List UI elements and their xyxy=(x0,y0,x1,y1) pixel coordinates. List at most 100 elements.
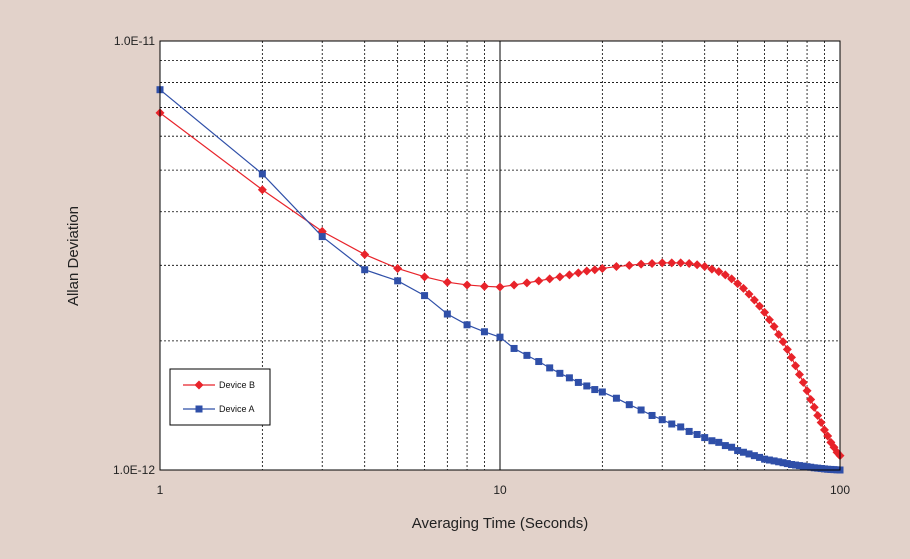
x-tick-label: 1 xyxy=(157,483,164,497)
data-point-device-b xyxy=(794,369,804,379)
data-point-device-b xyxy=(791,361,801,371)
data-point-device-b xyxy=(707,264,717,274)
data-point-device-b xyxy=(624,260,634,270)
data-point-device-a xyxy=(745,450,753,458)
data-point-device-b xyxy=(495,282,505,292)
data-point-device-a xyxy=(463,321,471,329)
data-point-device-a xyxy=(693,430,701,438)
data-point-device-a xyxy=(258,170,266,178)
data-point-device-b xyxy=(667,258,677,268)
grid-lines xyxy=(160,41,840,470)
data-point-device-b xyxy=(720,270,730,280)
data-point-device-a xyxy=(535,358,543,366)
data-point-device-b xyxy=(522,278,532,288)
data-point-device-a xyxy=(443,310,451,318)
data-point-device-a xyxy=(708,437,716,445)
data-point-device-a xyxy=(685,427,693,435)
data-point-device-a xyxy=(761,455,769,463)
data-point-device-b xyxy=(684,258,694,268)
data-point-device-a xyxy=(807,463,815,471)
data-point-device-a xyxy=(574,378,582,386)
data-point-device-a xyxy=(799,462,807,470)
data-point-device-a xyxy=(677,423,685,431)
data-point-device-b xyxy=(442,277,452,287)
data-point-device-b xyxy=(819,425,829,435)
data-point-device-a xyxy=(765,456,773,464)
data-point-device-a xyxy=(523,351,531,359)
data-point-device-b xyxy=(782,344,792,354)
data-point-device-b xyxy=(564,270,574,280)
legend-marker-device-b xyxy=(194,380,204,390)
plot-border xyxy=(159,40,841,471)
data-point-device-a xyxy=(787,460,795,468)
y-tick-label: 1.0E-12 xyxy=(113,463,155,477)
data-point-device-a xyxy=(565,374,573,382)
data-point-device-b xyxy=(727,274,737,284)
data-point-device-a xyxy=(803,463,811,471)
data-point-device-a xyxy=(648,411,656,419)
data-point-device-b xyxy=(636,259,646,269)
data-point-device-a xyxy=(361,266,369,274)
data-point-device-a xyxy=(750,452,758,460)
data-point-device-a xyxy=(556,369,564,377)
data-point-device-a xyxy=(795,462,803,470)
data-point-device-b xyxy=(573,268,583,278)
data-point-device-a xyxy=(770,457,778,465)
data-point-device-a xyxy=(637,406,645,414)
data-point-device-a xyxy=(625,401,633,409)
data-point-device-b xyxy=(597,263,607,273)
data-point-device-b xyxy=(769,322,779,332)
data-point-device-b xyxy=(479,281,489,291)
data-point-device-b xyxy=(611,262,621,272)
data-point-device-b xyxy=(786,352,796,362)
data-point-device-a xyxy=(701,434,709,442)
y-axis-title: Allan Deviation xyxy=(65,206,82,306)
data-point-device-b xyxy=(700,262,710,272)
data-point-device-b xyxy=(733,279,743,289)
data-point-device-b xyxy=(676,258,686,268)
data-point-device-a xyxy=(612,394,620,402)
data-point-device-b xyxy=(798,377,808,387)
data-point-device-a xyxy=(728,443,736,451)
data-point-device-b xyxy=(545,274,555,284)
data-point-device-a xyxy=(792,461,800,469)
data-point-device-a xyxy=(598,388,606,396)
data-point-device-b xyxy=(755,301,765,311)
data-point-device-b xyxy=(582,266,592,276)
data-point-device-b xyxy=(360,249,370,259)
data-point-device-b xyxy=(534,276,544,286)
legend-marker-device-a xyxy=(195,405,203,413)
data-point-device-b xyxy=(590,265,600,275)
data-point-device-b xyxy=(744,289,754,299)
data-point-device-b xyxy=(714,267,724,277)
data-point-device-b xyxy=(657,258,667,268)
data-point-device-a xyxy=(779,459,787,467)
data-point-device-b xyxy=(774,329,784,339)
data-point-device-a xyxy=(591,386,599,394)
tick-labels: 1 10 100 1.0E-12 1.0E-11 xyxy=(113,34,850,497)
data-point-device-b xyxy=(257,185,267,195)
data-point-device-b xyxy=(823,431,833,441)
data-point-device-b xyxy=(802,386,812,396)
data-point-device-a xyxy=(721,442,729,450)
data-point-device-a xyxy=(783,460,791,468)
data-point-device-a xyxy=(775,458,783,466)
x-tick-label: 100 xyxy=(830,483,850,497)
data-point-device-b xyxy=(806,394,816,404)
data-point-device-b xyxy=(692,260,702,270)
data-point-device-b xyxy=(647,258,657,268)
data-point-device-b xyxy=(764,315,774,325)
data-point-device-a xyxy=(394,277,402,285)
legend-box xyxy=(169,368,271,426)
y-tick-label: 1.0E-11 xyxy=(114,34,155,48)
data-point-device-a xyxy=(318,233,326,241)
data-point-device-b xyxy=(393,263,403,273)
data-point-device-a xyxy=(583,382,591,390)
data-point-device-a xyxy=(668,420,676,428)
data-point-device-a xyxy=(496,333,504,341)
data-point-device-b xyxy=(509,280,519,290)
x-axis-title: Averaging Time (Seconds) xyxy=(412,515,588,532)
data-point-device-b xyxy=(420,272,430,282)
